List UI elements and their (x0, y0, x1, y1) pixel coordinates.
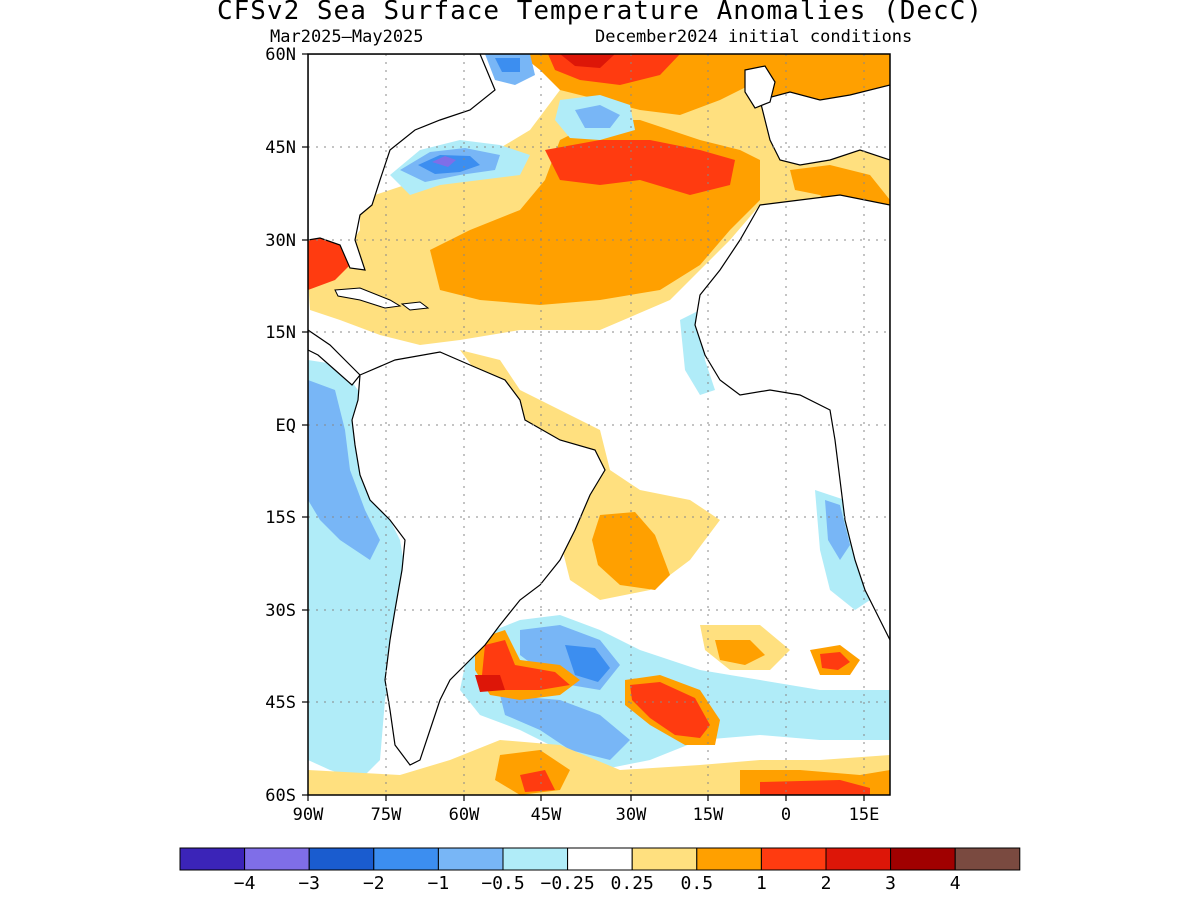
cape-red (820, 652, 850, 670)
colorbar-swatch (373, 847, 439, 871)
lat-label: 15S (265, 508, 296, 528)
benguela-blue (825, 500, 850, 560)
colorbar-label: −0.25 (541, 873, 595, 894)
africa-land (694, 194, 890, 641)
falkland-dark-red (475, 675, 505, 692)
color-bar: −4 −3 −2 −1 −0.5 −0.25 0.25 0.5 1 2 3 4 (179, 847, 1021, 894)
lat-label: 60S (265, 786, 296, 806)
colorbar-swatch (244, 847, 310, 871)
cuba-land (334, 287, 402, 309)
south-atlantic-blue-2 (565, 645, 610, 682)
mid-latitude-cool-core (575, 105, 620, 128)
labrador-cool-core (495, 58, 520, 72)
east-pacific-blue-2 (308, 400, 332, 470)
colorbar-swatch (825, 847, 892, 871)
colorbar-label: −0.5 (481, 873, 524, 894)
colorbar-swatch (502, 847, 569, 871)
longitude-labels: 90W 75W 60W 45W 30W 15W 0 15E (293, 805, 880, 825)
lon-label: 90W (293, 805, 324, 825)
south-atlantic-blue-3 (500, 695, 630, 760)
tick-marks (302, 53, 865, 801)
colorbar-swatch (890, 847, 956, 871)
lon-label: 75W (371, 805, 402, 825)
canary-cool (680, 310, 715, 395)
lon-label: 15E (849, 805, 880, 825)
grid-lines (308, 54, 890, 795)
hispaniola-land (400, 301, 430, 311)
colorbar-label: 2 (821, 873, 832, 894)
europe-land (759, 84, 890, 166)
north-america-land (308, 54, 496, 271)
colorbar-label: −2 (363, 873, 385, 894)
gulf-stream-minimum (432, 156, 456, 167)
southern-ocean-red (520, 770, 555, 792)
latitude-labels: 60N 45N 30N 15N EQ 15S 30S 45S 60S (265, 45, 296, 806)
lon-label: 30W (616, 805, 647, 825)
colorbar-label: −3 (298, 873, 320, 894)
mid-south-atlantic-red (630, 682, 710, 738)
colorbar-swatch (954, 847, 1021, 871)
colorbar-label: 0.5 (681, 873, 714, 894)
lon-label: 45W (531, 805, 562, 825)
lon-label: 0 (781, 805, 791, 825)
lat-label: 45S (265, 693, 296, 713)
lat-label: 30N (265, 231, 296, 251)
southern-ocean-red-2 (760, 780, 870, 795)
north-atlantic-red (545, 140, 735, 195)
colorbar-label: −1 (428, 873, 450, 894)
map-title: CFSv2 Sea Surface Temperature Anomalies … (216, 0, 984, 26)
initial-conditions: December2024 initial conditions (595, 27, 913, 47)
colorbar-swatch (437, 847, 504, 871)
colorbar-swatch (567, 847, 633, 871)
lon-label: 60W (449, 805, 480, 825)
colorbar-label: 4 (950, 873, 961, 894)
british-isles-land (744, 65, 776, 109)
lat-label: 60N (265, 45, 296, 65)
north-atlantic-dark-red (560, 54, 615, 68)
colorbar-label: −4 (234, 873, 256, 894)
colorbar-swatch (631, 847, 698, 871)
lat-label: 15N (265, 323, 296, 343)
lat-label: 30S (265, 601, 296, 621)
colorbar-swatch (696, 847, 762, 871)
south-atlantic-warm-patch-2 (715, 640, 765, 665)
colorbar-swatch (308, 847, 375, 871)
colorbar-label: 3 (885, 873, 896, 894)
colorbar-swatch (179, 847, 246, 871)
lat-label: 45N (265, 138, 296, 158)
colorbar-swatch (760, 847, 827, 871)
lat-label: EQ (276, 416, 296, 436)
central-america-land (308, 329, 361, 386)
forecast-period: Mar2025–May2025 (270, 27, 424, 47)
anomaly-field (308, 54, 890, 795)
colorbar-label: 0.25 (611, 873, 654, 894)
lon-label: 15W (693, 805, 724, 825)
south-america-land (351, 351, 606, 766)
colorbar-label: 1 (756, 873, 767, 894)
falkland-red (482, 640, 570, 690)
